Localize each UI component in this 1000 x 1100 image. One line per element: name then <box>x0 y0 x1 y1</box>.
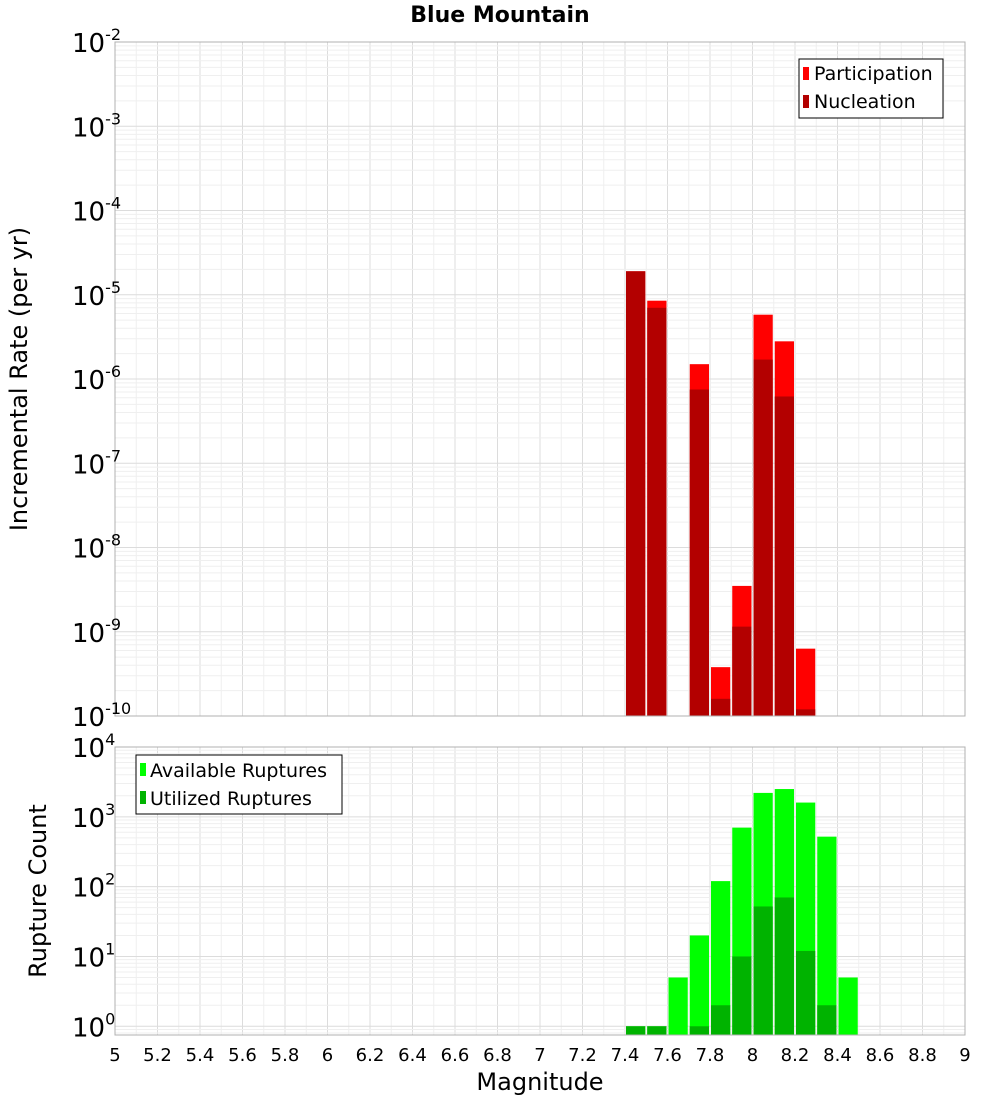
x-tick-label: 8.6 <box>866 1045 895 1066</box>
x-tick-label: 5.2 <box>143 1045 172 1066</box>
top-y-tick-label: 10-7 <box>72 446 121 480</box>
x-tick-label: 6 <box>322 1045 333 1066</box>
bar-nucleation <box>753 359 773 716</box>
top-y-tick-label: 10-9 <box>72 615 121 649</box>
x-tick-label: 7 <box>534 1045 545 1066</box>
bar-nucleation <box>732 626 752 716</box>
top-legend-box <box>798 58 944 119</box>
x-tick-label: 6.2 <box>356 1045 385 1066</box>
bar-nucleation <box>796 709 816 716</box>
top-y-tick-label: 10-6 <box>72 362 121 396</box>
bar-utilized-ruptures <box>711 1005 731 1035</box>
bottom-y-tick-label: 103 <box>72 800 115 834</box>
x-tick-label: 7.8 <box>696 1045 725 1066</box>
bottom-y-axis-label: Rupture Count <box>24 804 52 978</box>
x-tick-labels: 5 5.2 5.4 5.6 5.8 6 6.2 6.4 6.6 6.8 7 7.2 7.4 7.6 7.8 8… <box>109 1045 970 1066</box>
bar-utilized-ruptures <box>626 1026 646 1035</box>
bottom-plot-frame <box>114 746 966 1036</box>
bar-utilized-ruptures <box>753 906 773 1035</box>
bar-utilized-ruptures <box>732 956 752 1035</box>
legend-label-utilized: Utilized Ruptures <box>150 788 312 810</box>
bar-utilized-ruptures <box>647 1026 667 1035</box>
bottom-legend-box <box>135 754 343 815</box>
top-y-tick-label: 10-8 <box>72 531 121 565</box>
legend-swatch-participation <box>803 67 809 80</box>
x-tick-label: 8.8 <box>908 1045 937 1066</box>
x-tick-label: 5.4 <box>186 1045 215 1066</box>
bottom-y-tick-label: 104 <box>72 730 115 764</box>
bar-available-ruptures <box>668 977 688 1035</box>
top-y-tick-label: 10-4 <box>72 194 121 228</box>
rupture-count-panel: 104 103 102 101 100 5 5.2 5.4 5.6 5.8 6 6.2 6.4 6.6 6… <box>24 730 971 1096</box>
bottom-y-tick-label: 102 <box>72 870 115 904</box>
top-y-ticks: 10-2 10-3 10-4 10-5 10-6 10-7 10-8 10-9 10-10 <box>72 25 131 733</box>
x-tick-label: 6.6 <box>441 1045 470 1066</box>
bar-utilized-ruptures <box>774 897 794 1035</box>
x-tick-label: 7.2 <box>568 1045 597 1066</box>
x-tick-label: 6.8 <box>483 1045 512 1066</box>
x-tick-label: 5.8 <box>271 1045 300 1066</box>
bar-utilized-ruptures <box>689 1026 709 1035</box>
bottom-bars <box>626 789 858 1035</box>
bar-nucleation <box>626 271 646 716</box>
top-plot-frame <box>114 41 966 717</box>
bar-nucleation <box>711 698 731 716</box>
bar-nucleation <box>647 307 667 716</box>
x-tick-label: 8 <box>747 1045 758 1066</box>
x-tick-label: 5.6 <box>228 1045 257 1066</box>
x-tick-label: 8.4 <box>823 1045 852 1066</box>
x-tick-label: 6.4 <box>398 1045 427 1066</box>
top-y-tick-label: 10-2 <box>72 25 121 59</box>
bottom-y-tick-label: 101 <box>72 939 115 973</box>
x-tick-label: 9 <box>959 1045 970 1066</box>
bar-utilized-ruptures <box>796 950 816 1035</box>
x-axis-label: Magnitude <box>476 1068 603 1096</box>
legend-label-available: Available Ruptures <box>150 760 327 782</box>
x-tick-label: 8.2 <box>781 1045 810 1066</box>
legend-label-nucleation: Nucleation <box>814 91 916 113</box>
top-y-tick-label: 10-3 <box>72 109 121 143</box>
bar-available-ruptures <box>817 836 837 1035</box>
top-y-tick-label: 10-10 <box>72 699 131 733</box>
legend-swatch-available <box>140 763 146 776</box>
incremental-rate-panel: 10-2 10-3 10-4 10-5 10-6 10-7 10-8 10-9 10-10 In… <box>5 25 966 733</box>
x-tick-label: 5 <box>109 1045 120 1066</box>
bottom-legend: Available Ruptures Utilized Ruptures <box>135 754 343 815</box>
bar-available-ruptures <box>711 881 731 1035</box>
legend-label-participation: Participation <box>814 63 933 85</box>
chart-title: Blue Mountain <box>410 3 589 28</box>
top-bars <box>626 271 816 716</box>
bottom-y-ticks: 104 103 102 101 100 <box>72 730 115 1043</box>
top-gridlines <box>114 42 966 717</box>
bottom-y-tick-label: 100 <box>72 1009 115 1043</box>
bar-nucleation <box>774 396 794 716</box>
bar-utilized-ruptures <box>817 1005 837 1035</box>
bar-available-ruptures <box>689 935 709 1035</box>
bar-nucleation <box>689 389 709 716</box>
legend-swatch-nucleation <box>803 95 809 108</box>
top-y-axis-label: Incremental Rate (per yr) <box>5 227 33 531</box>
top-y-tick-label: 10-5 <box>72 278 121 312</box>
top-legend: Participation Nucleation <box>798 58 944 119</box>
bar-available-ruptures <box>838 977 858 1035</box>
legend-swatch-utilized <box>140 791 146 804</box>
bar-participation <box>796 648 816 716</box>
x-tick-label: 7.4 <box>611 1045 640 1066</box>
x-tick-label: 7.6 <box>653 1045 682 1066</box>
